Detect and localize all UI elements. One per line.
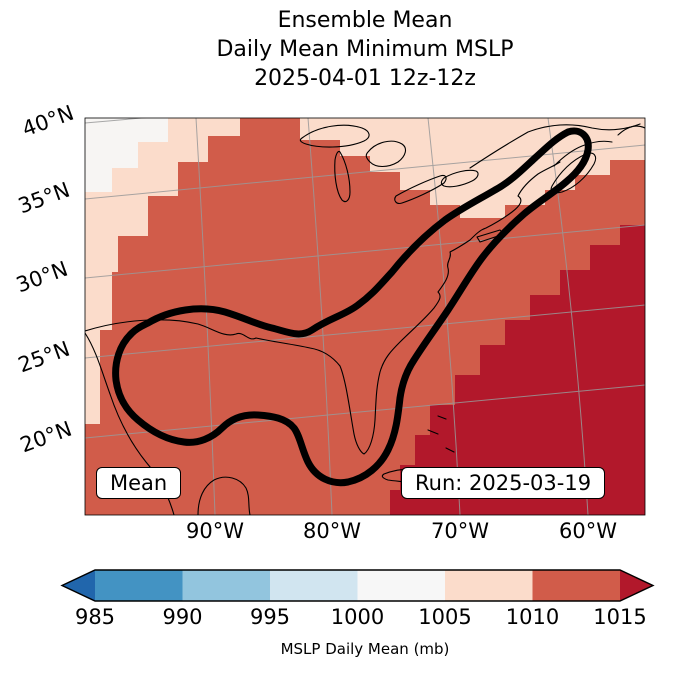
coastline-yucatan bbox=[197, 476, 251, 515]
lake-superior bbox=[299, 124, 370, 148]
colorbar-segment-1010-1015 bbox=[532, 570, 620, 601]
pressure-fill-1005-1010-west-edge bbox=[85, 272, 112, 424]
coastline-bahamas bbox=[427, 415, 455, 453]
coastline-new-brunswick bbox=[553, 140, 613, 167]
parallel-35n bbox=[85, 144, 645, 200]
meridian-80w bbox=[307, 118, 333, 515]
lon-label-60w: 60°W bbox=[559, 519, 617, 543]
colorbar bbox=[60, 569, 655, 602]
colorbar-tick-1015: 1015 bbox=[593, 605, 647, 629]
mean-badge: Mean bbox=[96, 467, 182, 499]
meridian-90w bbox=[195, 118, 216, 515]
parallel-20n bbox=[85, 384, 645, 439]
colorbar-extend-left-arrow bbox=[62, 570, 95, 601]
colorbar-tick-1010: 1010 bbox=[505, 605, 560, 629]
lake-huron bbox=[365, 140, 407, 168]
colorbar-tick-990: 990 bbox=[162, 605, 203, 629]
colorbar-tick-1005: 1005 bbox=[418, 605, 472, 629]
colorbar-segment-995-1000 bbox=[270, 570, 358, 601]
coastline-mainland bbox=[85, 161, 561, 455]
pressure-fill-gt-1015-southeast bbox=[390, 225, 645, 515]
graticule-lines bbox=[85, 118, 645, 515]
colorbar-extend-right-arrow bbox=[620, 570, 653, 601]
lon-label-70w: 70°W bbox=[431, 519, 489, 543]
colorbar-segment-985-990 bbox=[95, 570, 183, 601]
page-title: Ensemble Mean Daily Mean Minimum MSLP 20… bbox=[85, 6, 645, 93]
colorbar-segment-1000-1005 bbox=[357, 570, 445, 601]
lon-label-80w: 80°W bbox=[303, 519, 361, 543]
lake-erie bbox=[394, 174, 447, 204]
coastline-st-lawrence bbox=[469, 123, 641, 169]
meridian-70w bbox=[427, 118, 461, 515]
map-frame bbox=[84, 117, 646, 516]
pressure-fill-1005-1010-northeast bbox=[300, 118, 645, 218]
lake-ontario bbox=[440, 169, 479, 188]
parallel-25n bbox=[85, 304, 645, 359]
colorbar-tick-985: 985 bbox=[74, 605, 116, 629]
pressure-fill-1000-1005-corner bbox=[85, 118, 168, 192]
colorbar-outline bbox=[60, 569, 655, 602]
colorbar-segment-1005-1010 bbox=[445, 570, 533, 601]
meridian-60w bbox=[547, 118, 589, 515]
title-line-3: 2025-04-01 12z-12z bbox=[254, 66, 476, 91]
colorbar-tick-995: 995 bbox=[249, 605, 291, 629]
title-line-2: Daily Mean Minimum MSLP bbox=[216, 37, 514, 62]
lon-label-90w: 90°W bbox=[186, 519, 244, 543]
lake-michigan bbox=[334, 150, 351, 203]
parallel-30n bbox=[85, 224, 645, 279]
title-line-1: Ensemble Mean bbox=[277, 8, 453, 33]
run-badge: Run: 2025-03-19 bbox=[401, 467, 606, 499]
colorbar-label: MSLP Daily Mean (mb) bbox=[280, 640, 450, 658]
colorbar-tick-1000: 1000 bbox=[330, 605, 385, 629]
ensemble-contour-outline bbox=[112, 127, 592, 487]
colorbar-segment-990-995 bbox=[182, 570, 270, 601]
coastline-newfoundland bbox=[617, 125, 645, 136]
